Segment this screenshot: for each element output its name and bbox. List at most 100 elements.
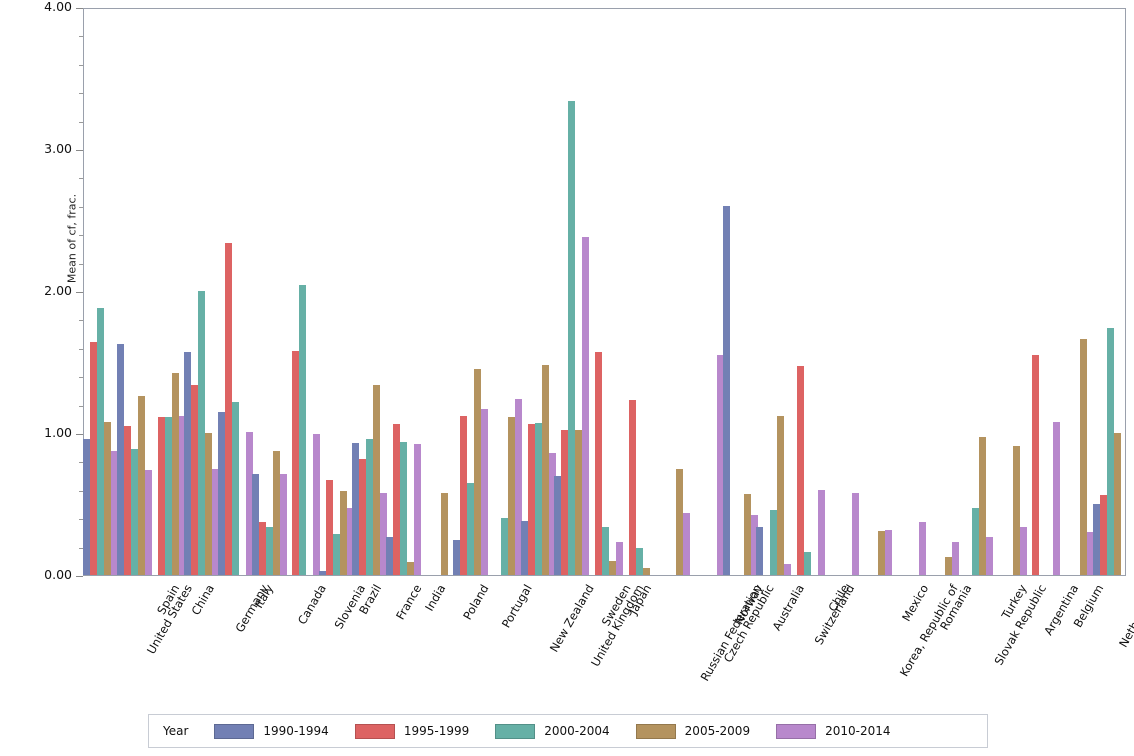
- bar[interactable]: [635, 548, 643, 575]
- bar[interactable]: [366, 438, 374, 575]
- bar[interactable]: [520, 521, 528, 575]
- bar[interactable]: [554, 475, 562, 575]
- bar[interactable]: [184, 352, 192, 575]
- bar[interactable]: [1012, 445, 1020, 575]
- bar[interactable]: [676, 468, 684, 575]
- bar[interactable]: [534, 423, 542, 575]
- bar[interactable]: [400, 441, 408, 575]
- bar[interactable]: [144, 469, 152, 575]
- bar[interactable]: [313, 434, 321, 575]
- legend-item[interactable]: 1995-1999: [354, 723, 469, 739]
- bar[interactable]: [97, 308, 105, 575]
- bar[interactable]: [171, 373, 179, 575]
- bar[interactable]: [251, 474, 259, 575]
- bar[interactable]: [453, 539, 461, 575]
- bar[interactable]: [501, 518, 509, 575]
- bar[interactable]: [777, 415, 785, 575]
- bar[interactable]: [986, 536, 994, 575]
- bar[interactable]: [784, 563, 792, 575]
- bar[interactable]: [756, 526, 764, 575]
- legend-item[interactable]: 2005-2009: [635, 723, 750, 739]
- bar[interactable]: [123, 425, 131, 575]
- bar[interactable]: [683, 512, 691, 575]
- bar[interactable]: [191, 384, 199, 575]
- bar[interactable]: [796, 366, 804, 575]
- bar[interactable]: [205, 433, 213, 575]
- bar[interactable]: [440, 492, 448, 575]
- bar[interactable]: [318, 570, 326, 575]
- legend-item[interactable]: 1990-1994: [214, 723, 329, 739]
- bar[interactable]: [878, 530, 886, 575]
- bar[interactable]: [770, 509, 778, 575]
- bar[interactable]: [1080, 339, 1088, 575]
- bar[interactable]: [83, 438, 91, 575]
- bar[interactable]: [817, 489, 825, 575]
- bar[interactable]: [224, 242, 232, 575]
- bar[interactable]: [231, 401, 239, 575]
- bar[interactable]: [104, 421, 112, 575]
- bar[interactable]: [918, 522, 926, 575]
- bar[interactable]: [332, 533, 340, 575]
- bar[interactable]: [198, 291, 206, 575]
- bar[interactable]: [743, 494, 751, 575]
- bar[interactable]: [90, 342, 98, 575]
- bar[interactable]: [1032, 354, 1040, 575]
- bar[interactable]: [1092, 504, 1100, 575]
- bar[interactable]: [1019, 526, 1027, 575]
- bar[interactable]: [386, 536, 394, 575]
- bar[interactable]: [414, 444, 422, 575]
- bar[interactable]: [616, 542, 623, 575]
- bar[interactable]: [325, 479, 333, 575]
- bar[interactable]: [945, 556, 953, 575]
- bar[interactable]: [609, 560, 616, 575]
- bar[interactable]: [568, 100, 576, 575]
- bar[interactable]: [137, 396, 145, 575]
- bar[interactable]: [130, 448, 138, 575]
- bar[interactable]: [1099, 495, 1107, 575]
- bar[interactable]: [508, 417, 516, 575]
- bar[interactable]: [541, 364, 549, 575]
- bar[interactable]: [339, 491, 347, 575]
- bar[interactable]: [642, 567, 650, 575]
- bar[interactable]: [352, 442, 360, 575]
- bar[interactable]: [1053, 421, 1061, 575]
- bar[interactable]: [722, 205, 730, 575]
- bar[interactable]: [393, 424, 401, 575]
- bar[interactable]: [116, 343, 124, 575]
- legend-item[interactable]: 2010-2014: [776, 723, 891, 739]
- bar[interactable]: [628, 400, 636, 575]
- bar[interactable]: [380, 492, 388, 575]
- bar[interactable]: [474, 369, 482, 575]
- bar[interactable]: [575, 430, 583, 575]
- bar[interactable]: [582, 237, 590, 575]
- bar[interactable]: [164, 417, 172, 575]
- bar[interactable]: [561, 430, 569, 575]
- bar[interactable]: [299, 285, 307, 575]
- bar[interactable]: [460, 415, 468, 575]
- bar[interactable]: [157, 417, 165, 575]
- bar[interactable]: [803, 552, 811, 575]
- bar[interactable]: [602, 526, 609, 575]
- bar[interactable]: [359, 458, 367, 575]
- bar[interactable]: [258, 522, 266, 575]
- bar[interactable]: [885, 529, 893, 575]
- bar[interactable]: [1106, 327, 1114, 575]
- bar[interactable]: [952, 542, 960, 575]
- bar[interactable]: [265, 526, 273, 575]
- bar[interactable]: [515, 398, 523, 575]
- bar[interactable]: [467, 482, 475, 575]
- bar[interactable]: [279, 474, 287, 575]
- bar[interactable]: [373, 384, 381, 575]
- legend-item[interactable]: 2000-2004: [495, 723, 610, 739]
- bar[interactable]: [292, 350, 300, 575]
- bar[interactable]: [272, 451, 280, 575]
- bar[interactable]: [217, 411, 225, 575]
- bar[interactable]: [851, 492, 859, 575]
- bar[interactable]: [407, 562, 415, 575]
- bar[interactable]: [481, 408, 489, 575]
- bar[interactable]: [595, 352, 602, 575]
- bar[interactable]: [979, 437, 987, 575]
- bar[interactable]: [972, 508, 980, 575]
- bar[interactable]: [1113, 433, 1121, 575]
- bar[interactable]: [527, 424, 535, 575]
